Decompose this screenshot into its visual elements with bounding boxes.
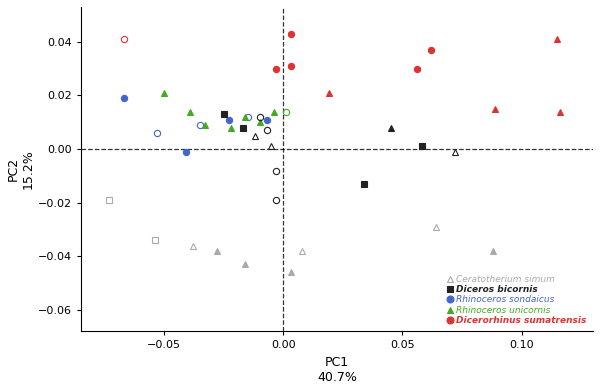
Legend: Ceratotherium simum, Diceros bicornis, Rhinoceros sondaicus, Rhinoceros unicorni: Ceratotherium simum, Diceros bicornis, R… xyxy=(445,273,589,327)
Y-axis label: PC2
15.2%: PC2 15.2% xyxy=(7,149,35,189)
X-axis label: PC1
40.7%: PC1 40.7% xyxy=(317,356,357,384)
